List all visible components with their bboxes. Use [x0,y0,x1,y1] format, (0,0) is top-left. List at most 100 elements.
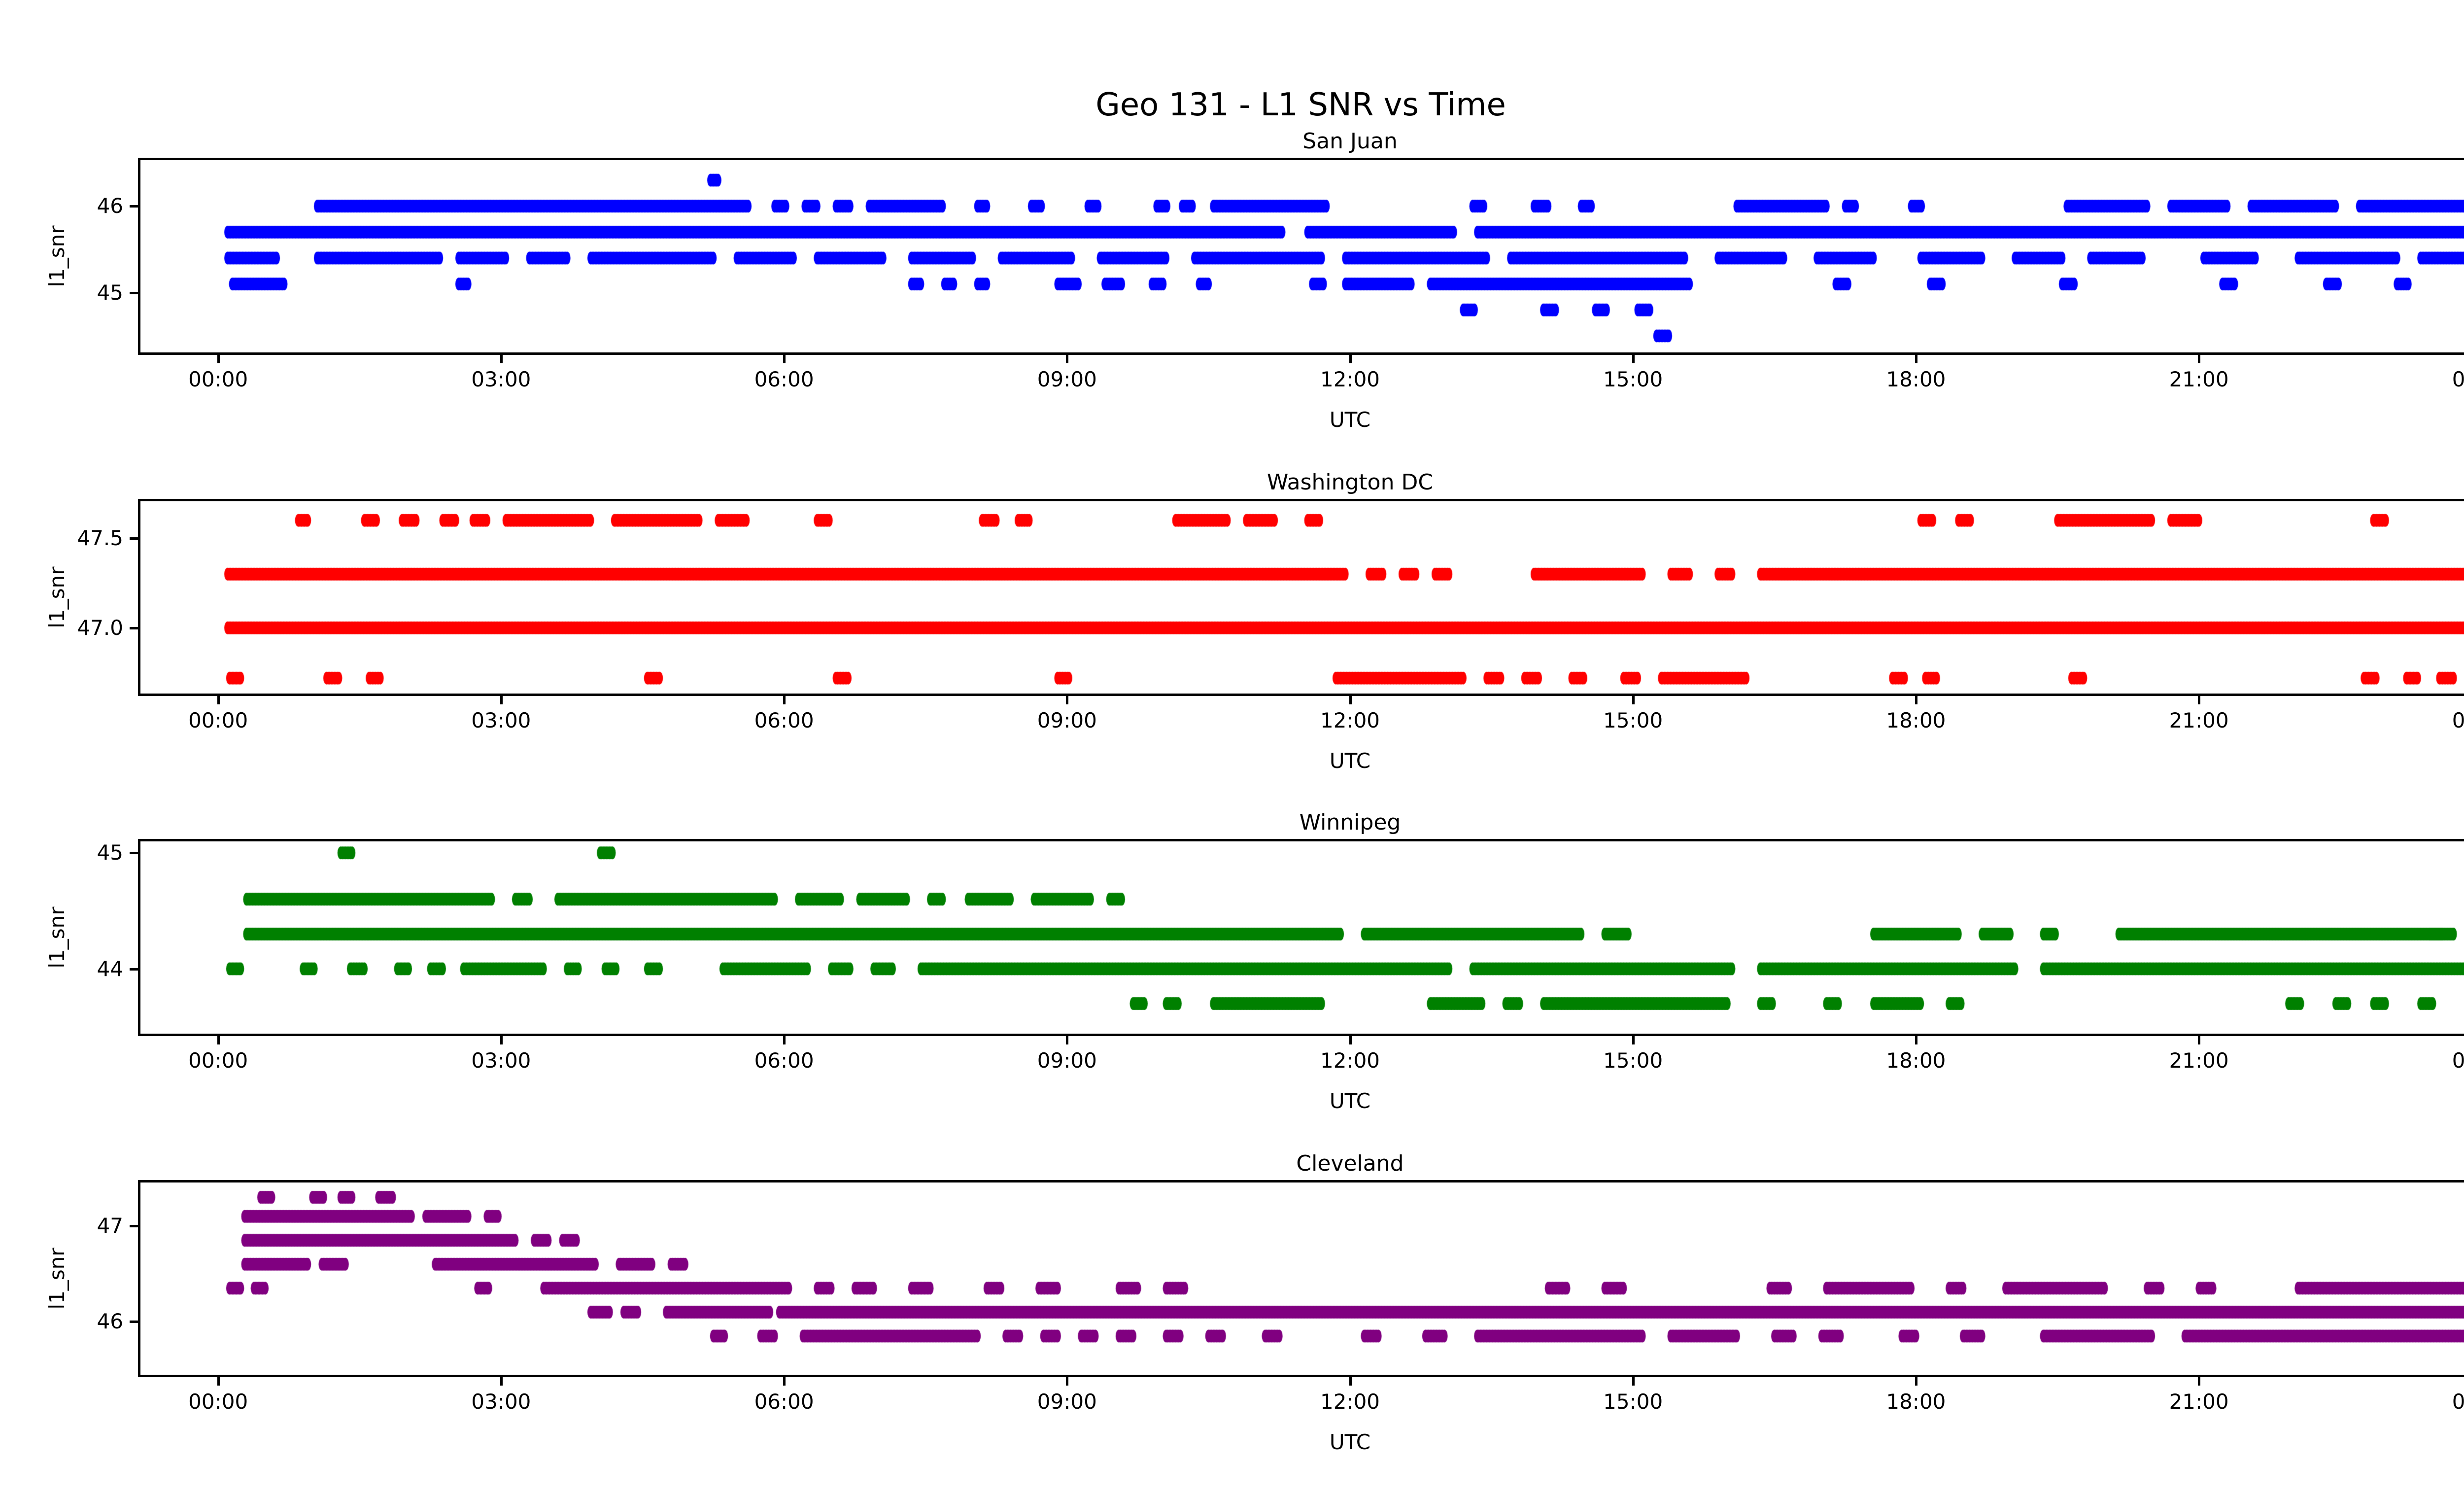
x-axis-tick [783,1377,786,1386]
x-axis-tick [217,696,220,704]
x-axis-tick [1632,355,1635,363]
x-axis-tick-label: 00:00 [2452,708,2464,732]
x-axis-tick [1066,1036,1069,1044]
y-axis-tick [130,537,138,540]
x-axis-tick [500,1377,503,1386]
x-axis-tick-label: 00:00 [2452,1390,2464,1414]
y-axis-tick-label: 45 [97,840,123,865]
x-axis-tick-label: 03:00 [471,1390,531,1414]
scatter-plot-area [138,839,2464,1036]
x-axis-tick-label: 09:00 [1037,708,1097,732]
x-axis-tick [1349,1377,1352,1386]
axes-frame [138,1180,2464,1377]
x-axis-tick-label: 21:00 [2169,1390,2229,1414]
x-axis-tick-label: 12:00 [1320,367,1380,391]
y-axis-tick-label: 46 [97,1309,123,1334]
x-axis-tick-label: 09:00 [1037,1390,1097,1414]
x-axis-tick-label: 15:00 [1603,1390,1663,1414]
x-axis-tick-label: 18:00 [1886,1048,1946,1073]
x-axis-tick [783,355,786,363]
x-axis-tick [217,1377,220,1386]
x-axis-tick [783,696,786,704]
x-axis-tick [1915,1377,1917,1386]
y-axis-tick [130,968,138,971]
x-axis-tick-label: 06:00 [754,1048,814,1073]
y-axis-tick [130,626,138,629]
x-axis-label: UTC [1329,1089,1371,1113]
x-axis-tick-label: 21:00 [2169,367,2229,391]
y-axis-label: l1_snr [45,566,69,628]
y-axis-tick-label: 47.0 [77,615,123,640]
x-axis-tick [217,355,220,363]
x-axis-tick-label: 18:00 [1886,1390,1946,1414]
x-axis-tick [500,355,503,363]
x-axis-tick [2198,1036,2201,1044]
x-axis-tick-label: 00:00 [188,1048,248,1073]
y-axis-label: l1_snr [45,1248,69,1310]
x-axis-tick [1915,1036,1917,1044]
x-axis-tick [2198,1377,2201,1386]
x-axis-tick-label: 12:00 [1320,1390,1380,1414]
x-axis-tick [1632,1377,1635,1386]
x-axis-tick-label: 06:00 [754,708,814,732]
x-axis-label: UTC [1329,749,1371,773]
x-axis-tick [1349,696,1352,704]
subplot-title: Cleveland [1296,1151,1404,1176]
scatter-plot-area [138,499,2464,696]
x-axis-tick-label: 00:00 [188,1390,248,1414]
x-axis-tick-label: 03:00 [471,367,531,391]
x-axis-tick [2198,696,2201,704]
x-axis-tick-label: 06:00 [754,367,814,391]
x-axis-tick [1632,1036,1635,1044]
x-axis-tick [1915,355,1917,363]
suptitle-line-2: 12-24-2024 | Week: 2346 Day: 2 [1045,202,1557,239]
x-axis-tick-label: 03:00 [471,708,531,732]
subplot-title: Washington DC [1266,470,1434,495]
x-axis-tick-label: 21:00 [2169,708,2229,732]
x-axis-tick-label: 00:00 [188,708,248,732]
x-axis-tick [1915,696,1917,704]
x-axis-tick-label: 21:00 [2169,1048,2229,1073]
x-axis-label: UTC [1329,408,1371,432]
x-axis-tick-label: 18:00 [1886,367,1946,391]
x-axis-tick [1066,1377,1069,1386]
x-axis-tick-label: 12:00 [1320,1048,1380,1073]
x-axis-tick [1349,1036,1352,1044]
x-axis-tick-label: 00:00 [2452,1048,2464,1073]
figure-suptitle: Geo 131 - L1 SNR vs Time 12-24-2024 | We… [0,9,2464,316]
x-axis-tick-label: 15:00 [1603,1048,1663,1073]
suptitle-line-1: Geo 131 - L1 SNR vs Time [1095,87,1506,123]
y-axis-tick-label: 44 [97,956,123,981]
y-axis-tick [130,1225,138,1228]
x-axis-label: UTC [1329,1430,1371,1454]
x-axis-tick [1632,696,1635,704]
x-axis-tick-label: 09:00 [1037,367,1097,391]
x-axis-tick [500,696,503,704]
x-axis-tick [1349,355,1352,363]
x-axis-tick [500,1036,503,1044]
x-axis-tick-label: 15:00 [1603,708,1663,732]
x-axis-tick-label: 12:00 [1320,708,1380,732]
axes-frame [138,499,2464,696]
x-axis-tick-label: 18:00 [1886,708,1946,732]
y-axis-tick [130,852,138,855]
scatter-plot-area [138,1180,2464,1377]
x-axis-tick [1066,355,1069,363]
axes-frame [138,839,2464,1036]
x-axis-tick-label: 03:00 [471,1048,531,1073]
x-axis-tick-label: 09:00 [1037,1048,1097,1073]
x-axis-tick-label: 00:00 [2452,367,2464,391]
x-axis-tick [217,1036,220,1044]
x-axis-tick-label: 15:00 [1603,367,1663,391]
y-axis-label: l1_snr [45,906,69,969]
y-axis-tick-label: 47.5 [77,526,123,550]
x-axis-tick [783,1036,786,1044]
y-axis-tick [130,1321,138,1323]
x-axis-tick-label: 00:00 [188,367,248,391]
x-axis-tick [2198,355,2201,363]
y-axis-tick-label: 47 [97,1214,123,1238]
x-axis-tick-label: 06:00 [754,1390,814,1414]
x-axis-tick [1066,696,1069,704]
subplot-title: Winnipeg [1299,810,1401,835]
